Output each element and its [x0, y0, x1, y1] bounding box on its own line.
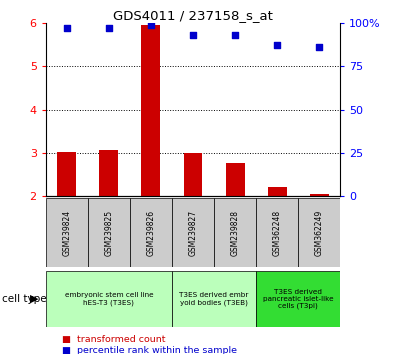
- Text: T3ES derived embr
yoid bodies (T3EB): T3ES derived embr yoid bodies (T3EB): [179, 292, 249, 306]
- Text: GSM362248: GSM362248: [273, 210, 282, 256]
- Text: ■  transformed count: ■ transformed count: [62, 335, 165, 344]
- Text: GSM362249: GSM362249: [315, 210, 324, 256]
- Text: GSM239827: GSM239827: [189, 210, 197, 256]
- Bar: [226, 162, 244, 196]
- Title: GDS4011 / 237158_s_at: GDS4011 / 237158_s_at: [113, 9, 273, 22]
- Point: [106, 25, 112, 31]
- Bar: [183, 153, 203, 196]
- Text: embryonic stem cell line
hES-T3 (T3ES): embryonic stem cell line hES-T3 (T3ES): [64, 292, 153, 306]
- Text: ▶: ▶: [30, 294, 39, 304]
- Point: [190, 32, 196, 38]
- Bar: [100, 150, 118, 196]
- Bar: [88, 198, 130, 267]
- Point: [316, 44, 322, 50]
- Point: [148, 22, 154, 28]
- Text: GSM239825: GSM239825: [104, 210, 113, 256]
- Text: T3ES derived
pancreatic islet-like
cells (T3pi): T3ES derived pancreatic islet-like cells…: [263, 289, 334, 309]
- Bar: [256, 198, 298, 267]
- Bar: [172, 198, 214, 267]
- Bar: [256, 271, 340, 327]
- Text: GSM239828: GSM239828: [230, 210, 240, 256]
- Point: [232, 32, 238, 38]
- Text: cell type: cell type: [2, 294, 47, 304]
- Bar: [46, 271, 172, 327]
- Bar: [310, 194, 329, 196]
- Bar: [57, 152, 76, 196]
- Text: ■  percentile rank within the sample: ■ percentile rank within the sample: [62, 346, 237, 354]
- Point: [64, 25, 70, 31]
- Bar: [142, 25, 160, 196]
- Bar: [268, 187, 287, 196]
- Bar: [46, 198, 88, 267]
- Text: GSM239824: GSM239824: [62, 210, 71, 256]
- Bar: [298, 198, 340, 267]
- Point: [274, 42, 280, 47]
- Bar: [214, 198, 256, 267]
- Bar: [130, 198, 172, 267]
- Bar: [172, 271, 256, 327]
- Text: GSM239826: GSM239826: [146, 210, 156, 256]
